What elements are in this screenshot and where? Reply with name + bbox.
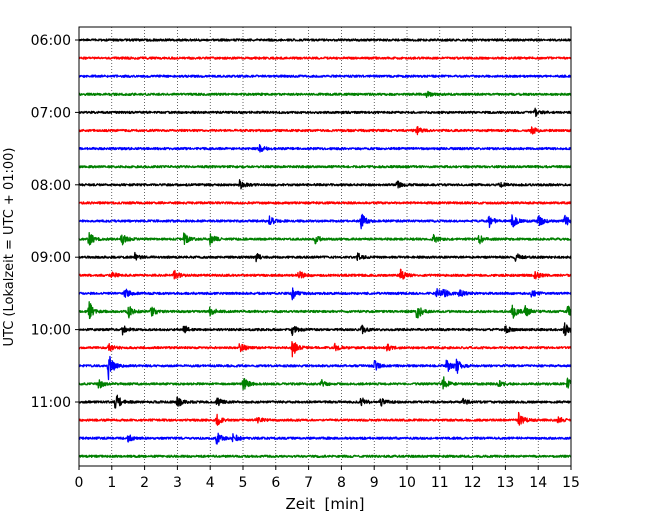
x-tick-label: 9 — [370, 475, 379, 491]
y-tick-label: 07:00 — [31, 105, 71, 121]
x-tick-label: 11 — [431, 475, 449, 491]
trace-1130 — [78, 432, 572, 445]
x-axis: 0 1 2 3 4 5 6 7 8 9 10 11 12 13 14 15 — [75, 466, 580, 491]
x-tick-label: 12 — [464, 475, 482, 491]
x-tick-label: 1 — [107, 475, 116, 491]
y-tick-label: 10:00 — [31, 323, 71, 339]
grid-lines — [111, 27, 539, 466]
trace-0930 — [78, 287, 572, 301]
x-tick-label: 2 — [140, 475, 149, 491]
trace-0800 — [78, 179, 572, 190]
trace-1100 — [78, 394, 572, 409]
trace-0915 — [78, 268, 572, 280]
trace-0845 — [78, 231, 572, 246]
x-tick-label: 0 — [75, 475, 84, 491]
x-tick-label: 15 — [562, 475, 580, 491]
x-axis-label: Zeit [min] — [285, 495, 364, 513]
x-tick-label: 6 — [271, 475, 280, 491]
trace-0945 — [78, 301, 572, 320]
trace-0830 — [78, 213, 572, 230]
y-tick-label: 08:00 — [31, 178, 71, 194]
trace-0645 — [78, 90, 572, 99]
y-tick-label: 11:00 — [31, 395, 71, 411]
x-tick-label: 8 — [337, 475, 346, 491]
trace-1030 — [78, 355, 572, 381]
y-tick-label: 06:00 — [31, 33, 71, 49]
x-tick-label: 4 — [206, 475, 215, 491]
trace-1145 — [78, 454, 572, 459]
trace-1000 — [78, 322, 572, 337]
y-axis: 06:00 07:00 08:00 09:00 10:00 11:00 — [31, 33, 79, 411]
trace-0715 — [78, 126, 572, 136]
y-axis-label: UTC (Lokalzeit = UTC + 01:00) — [2, 148, 17, 347]
trace-1015 — [78, 341, 572, 358]
trace-0630 — [78, 74, 572, 78]
y-tick-label: 09:00 — [31, 250, 71, 266]
plot-frame — [78, 26, 572, 467]
trace-0745 — [78, 164, 572, 169]
x-tick-label: 3 — [173, 475, 182, 491]
trace-0615 — [78, 56, 572, 60]
x-tick-label: 7 — [304, 475, 313, 491]
trace-0730 — [78, 143, 572, 153]
trace-0600 — [78, 38, 572, 42]
seismogram-traces — [78, 38, 572, 459]
trace-1115 — [78, 411, 572, 426]
x-tick-label: 13 — [496, 475, 514, 491]
trace-0815 — [78, 201, 572, 205]
trace-0700 — [78, 107, 572, 118]
trace-1045 — [78, 376, 572, 391]
trace-0900 — [78, 251, 572, 263]
x-tick-label: 5 — [239, 475, 248, 491]
x-tick-label: 14 — [529, 475, 547, 491]
x-tick-label: 10 — [398, 475, 416, 491]
